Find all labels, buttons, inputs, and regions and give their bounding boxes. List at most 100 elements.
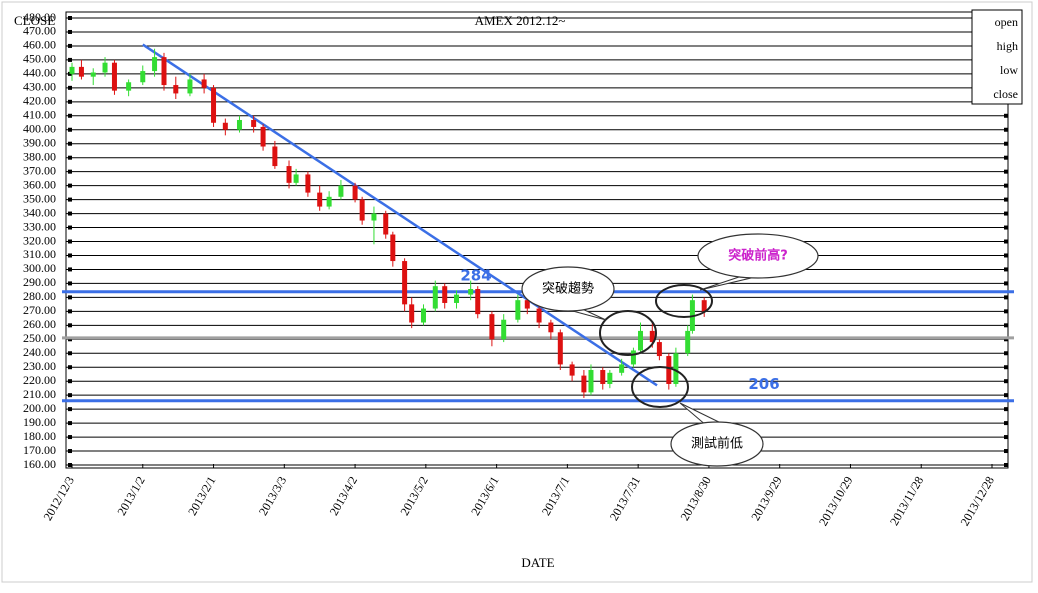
y-tick-mark-right [1004, 309, 1008, 314]
y-tick-mark-right [1004, 239, 1008, 244]
y-tick-mark [68, 435, 72, 440]
y-tick-mark-right [1004, 463, 1008, 467]
highlight-ellipse [631, 366, 689, 408]
y-tick-mark [68, 351, 72, 356]
candle-body [569, 364, 575, 376]
legend-label: low [1000, 63, 1018, 77]
candle-body [305, 174, 311, 193]
y-tick-mark [68, 295, 72, 300]
candle-body [152, 57, 158, 72]
y-axis-title: CLOSE [14, 13, 55, 28]
y-tick-mark [68, 421, 72, 426]
candle-body [78, 66, 84, 77]
y-tick-label: 300.00 [23, 261, 56, 275]
y-tick-mark [68, 127, 72, 132]
candle-body [69, 66, 75, 74]
candle-body [501, 319, 507, 340]
y-tick-label: 400.00 [23, 122, 56, 136]
y-tick-label: 270.00 [23, 303, 56, 317]
y-tick-mark [68, 393, 72, 398]
legend-box [971, 9, 1023, 105]
candle-body [588, 370, 594, 393]
candle-body [126, 82, 132, 91]
annotation: 測試前低 [691, 436, 743, 452]
y-tick-mark-right [1004, 197, 1008, 202]
y-tick-mark [68, 169, 72, 174]
y-tick-mark [68, 16, 72, 20]
candle-body [638, 330, 644, 351]
candle-body [338, 185, 344, 197]
candle-body [536, 308, 542, 323]
y-tick-mark [68, 99, 72, 104]
highlight-ellipse [655, 284, 713, 318]
trend-line [142, 43, 658, 387]
y-tick-mark-right [1004, 225, 1008, 230]
y-tick-mark [68, 85, 72, 90]
y-tick-mark [68, 323, 72, 328]
y-tick-label: 160.00 [23, 457, 56, 471]
candle-body [236, 119, 242, 130]
x-axis-title: DATE [521, 555, 554, 570]
y-tick-mark [68, 43, 72, 48]
y-tick-label: 450.00 [23, 52, 56, 66]
candle-body [272, 146, 278, 167]
candle-body [454, 294, 460, 303]
legend-label: open [995, 15, 1018, 29]
y-tick-mark [68, 267, 72, 272]
y-tick-label: 390.00 [23, 135, 56, 149]
candle-body [442, 286, 448, 303]
y-tick-mark [68, 309, 72, 314]
candle-body [286, 166, 292, 183]
y-tick-mark-right [1004, 211, 1008, 216]
candle-body [489, 314, 495, 340]
candle-body [173, 85, 179, 94]
y-tick-mark [68, 239, 72, 244]
y-tick-label: 340.00 [23, 205, 56, 219]
y-tick-label: 240.00 [23, 345, 56, 359]
annotation: 突破趨勢 [542, 281, 594, 297]
y-tick-label: 380.00 [23, 149, 56, 163]
candle-body [701, 300, 707, 312]
callout-bubble [521, 266, 615, 312]
candle-body [211, 87, 217, 123]
y-tick-label: 470.00 [23, 24, 56, 38]
legend-label: close [993, 87, 1018, 101]
candle-body [432, 286, 438, 309]
candle-body [649, 330, 655, 343]
candle-body [409, 304, 415, 323]
candle-body [90, 72, 96, 77]
y-tick-mark [68, 463, 72, 467]
y-tick-label: 440.00 [23, 66, 56, 80]
y-tick-label: 420.00 [23, 94, 56, 108]
candle-body [111, 62, 117, 91]
reference-label: 206 [748, 375, 779, 393]
y-tick-mark-right [1004, 393, 1008, 398]
y-tick-label: 370.00 [23, 163, 56, 177]
y-tick-label: 460.00 [23, 38, 56, 52]
candle-body [383, 213, 389, 235]
y-tick-mark-right [1004, 379, 1008, 384]
y-tick-mark-right [1004, 113, 1008, 118]
candle-body [600, 370, 606, 384]
y-tick-mark [68, 253, 72, 258]
y-tick-label: 210.00 [23, 387, 56, 401]
y-tick-label: 190.00 [23, 415, 56, 429]
chart-title: AMEX 2012.12~ [475, 13, 566, 28]
candle-body [251, 119, 257, 127]
y-tick-mark [68, 211, 72, 216]
candle-body [326, 196, 332, 207]
candle-body [524, 300, 530, 309]
candle-body [666, 356, 672, 384]
y-tick-mark-right [1004, 155, 1008, 160]
candle-body [420, 308, 426, 323]
candle-body [140, 71, 146, 83]
candle-body [468, 288, 474, 295]
y-tick-mark [68, 365, 72, 370]
candle-body [581, 375, 587, 393]
reference-label: 284 [460, 266, 491, 284]
y-tick-label: 360.00 [23, 177, 56, 191]
y-tick-label: 280.00 [23, 289, 56, 303]
candle-body [515, 300, 521, 320]
y-tick-mark [68, 197, 72, 202]
